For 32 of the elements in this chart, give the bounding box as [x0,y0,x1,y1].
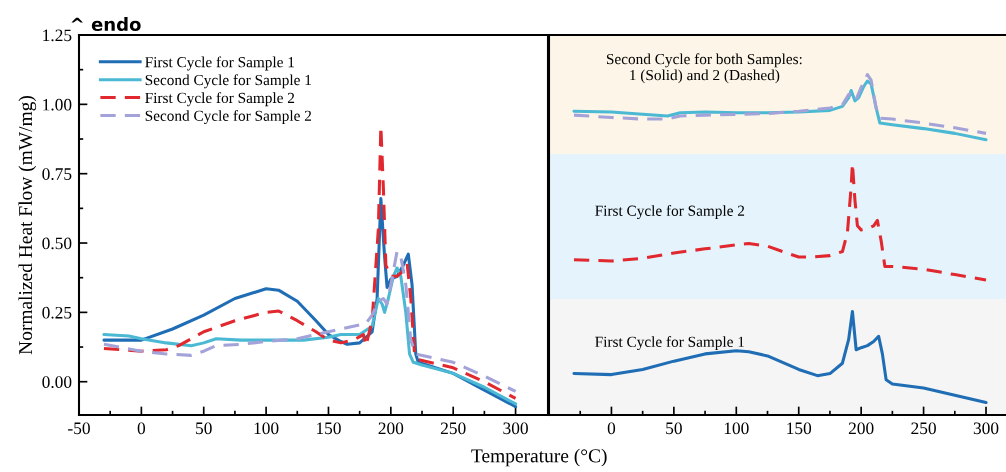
annotation: First Cycle for Sample 2 [595,204,745,220]
legend-label: First Cycle for Sample 2 [145,92,295,107]
line-series [102,249,518,393]
y-tick-label: 0.50 [42,237,72,250]
x-tick-label: 100 [724,422,749,435]
chart-title: ^ endo [71,17,141,32]
y-tick-label: 1.25 [43,29,72,42]
x-tick-label: 50 [666,422,682,435]
x-tick-label: 200 [378,422,404,435]
x-tick-label: 150 [787,422,812,435]
y-tick-label: 0.75 [42,168,72,180]
legend-label: First Cycle for Sample 1 [145,56,294,71]
x-axis-title: Temperature (°C) [471,448,607,467]
x-tick-label: 0 [607,422,616,435]
y-axis-title: Normalized Heat Flow (mW/mg) [18,95,37,355]
y-tick-label: 0.25 [42,306,72,319]
x-tick-label: 200 [848,422,874,435]
y-tick-label: 0.00 [42,376,72,388]
y-tick-label: 1.00 [43,98,72,111]
x-tick-label: -50 [68,422,90,435]
legend-label: Second Cycle for Sample 1 [145,74,311,89]
x-tick-label: 300 [973,422,999,435]
x-tick-label: 50 [196,422,212,435]
annotation: First Cycle for Sample 1 [595,336,744,351]
legend-label: Second Cycle for Sample 2 [145,110,312,125]
x-tick-label: 0 [137,422,146,435]
annotation: Second Cycle for both Samples: 1 (Solid) and 2 (Dashed) [606,53,802,84]
x-tick-label: 250 [440,422,466,435]
x-tick-label: 250 [911,422,936,435]
x-tick-label: 100 [254,422,279,435]
x-tick-label: 300 [503,422,528,435]
x-tick-label: 150 [316,422,341,435]
